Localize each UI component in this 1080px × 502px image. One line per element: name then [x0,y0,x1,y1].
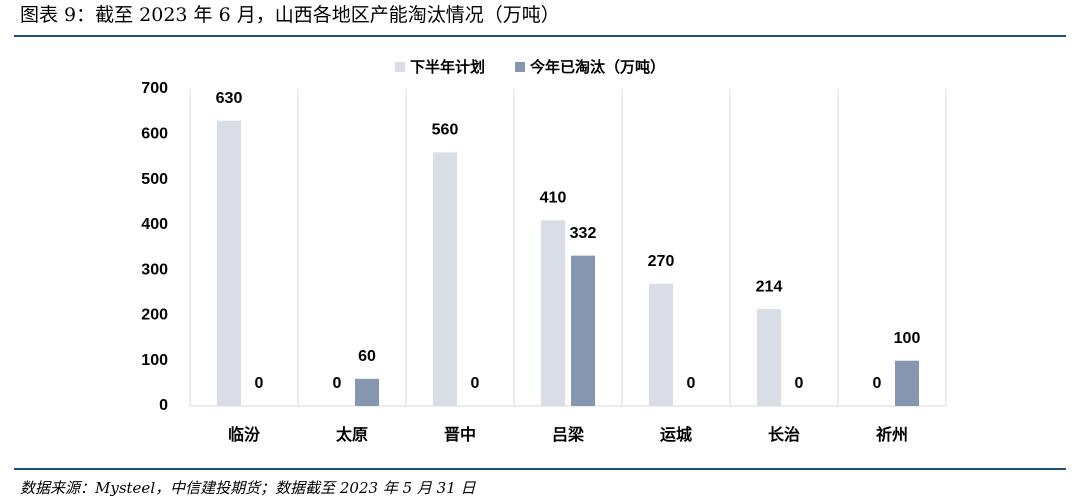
chart-title: 图表 9：截至 2023 年 6 月，山西各地区产能淘汰情况（万吨） [20,4,560,26]
value-label: 332 [570,225,597,242]
value-label: 100 [894,330,921,347]
value-label: 214 [756,278,783,295]
legend-swatch [515,62,526,72]
value-label: 0 [333,375,342,392]
bar [541,220,565,406]
x-tick-label: 晋中 [444,425,476,444]
value-label: 0 [687,375,696,392]
bar [649,283,673,406]
value-label: 410 [540,190,567,207]
bar [757,309,781,406]
x-tick-label: 长治 [768,425,800,444]
x-tick-label: 祈州 [876,425,908,444]
value-label: 0 [471,375,480,392]
x-tick-label: 太原 [335,425,368,444]
y-tick-label: 400 [141,216,168,233]
y-tick-label: 300 [141,261,168,278]
legend-swatch [395,62,405,72]
value-label: 630 [216,90,243,107]
x-tick-label: 运城 [660,426,692,444]
source-note: 数据来源：Mysteel，中信建投期货；数据截至 2023 年 5 月 31 日 [20,479,477,497]
y-tick-label: 200 [141,307,168,324]
x-tick-label: 吕梁 [552,425,585,444]
value-label: 0 [795,375,804,392]
y-tick-label: 700 [141,80,168,97]
x-tick-label: 临汾 [228,425,260,444]
value-label: 0 [873,375,882,392]
bar [571,255,595,406]
bar [355,378,379,406]
y-tick-label: 100 [141,352,168,369]
value-label: 0 [255,375,264,392]
legend-label: 今年已淘汰（万吨） [529,58,665,76]
value-label: 560 [432,122,459,139]
y-tick-label: 0 [159,397,168,414]
y-tick-label: 500 [141,171,168,188]
y-tick-label: 600 [141,126,168,143]
bar [433,152,457,406]
bar [895,360,919,406]
legend-label: 下半年计划 [410,58,485,76]
bar [217,120,241,406]
value-label: 60 [358,348,376,365]
value-label: 270 [648,253,675,270]
